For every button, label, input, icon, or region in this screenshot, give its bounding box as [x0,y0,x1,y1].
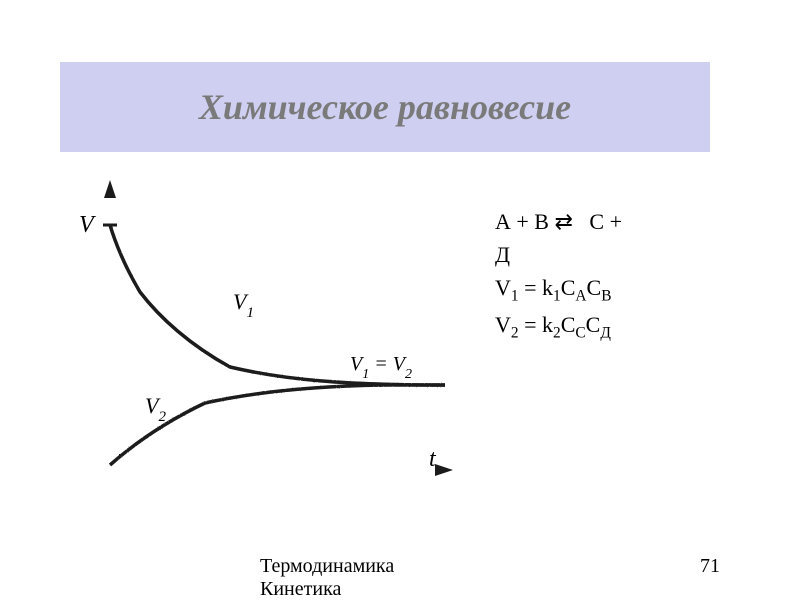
slide: Химическое равновесие V t [0,0,800,600]
rate-v1: V1 = k1САСВ [495,271,755,308]
curve-v2 [110,385,445,465]
title-bar: Химическое равновесие [60,62,710,152]
reaction-equation: А + В ⇄ С + [495,205,755,238]
reaction-arrow-icon: ⇄ [554,209,572,234]
y-axis-arrow [104,180,116,198]
y-axis-label: V [79,212,96,238]
curve-v2-label: V2 [145,393,166,425]
reaction-lhs: А + В [495,209,549,234]
footer-title: Термодинамика Кинетика [260,555,480,600]
equations-block: А + В ⇄ С + Д V1 = k1САСВ V2 = k2СССД [495,205,755,344]
reaction-rhs-2: Д [495,242,510,267]
reaction-equation-cont: Д [495,238,755,271]
reaction-rhs-1: С + [589,209,622,234]
page-number: 71 [700,555,720,578]
curve-v1-label: V1 [233,289,254,321]
x-axis-arrow [435,464,453,476]
equilibrium-label: V1 = V2 [350,353,412,382]
title-text: Химическое равновесие [199,86,571,128]
rate-v2: V2 = k2СССД [495,308,755,345]
equilibrium-graph: V t V1 V2 V1 = V2 [55,170,455,520]
graph-svg: V t V1 V2 V1 = V2 [55,170,455,520]
